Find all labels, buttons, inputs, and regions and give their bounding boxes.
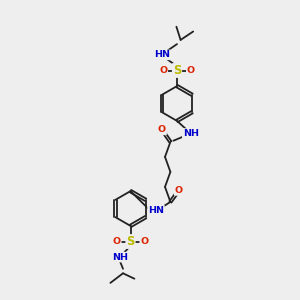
Text: O: O [140,237,148,246]
Text: NH: NH [112,253,128,262]
Text: O: O [158,125,166,134]
Text: O: O [159,66,167,75]
Text: HN: HN [148,206,164,215]
Text: S: S [173,64,181,77]
Text: O: O [187,66,195,75]
Text: O: O [112,237,121,246]
Text: S: S [126,235,135,248]
Text: O: O [175,186,183,195]
Text: HN: HN [154,50,170,59]
Text: NH: NH [183,129,199,138]
